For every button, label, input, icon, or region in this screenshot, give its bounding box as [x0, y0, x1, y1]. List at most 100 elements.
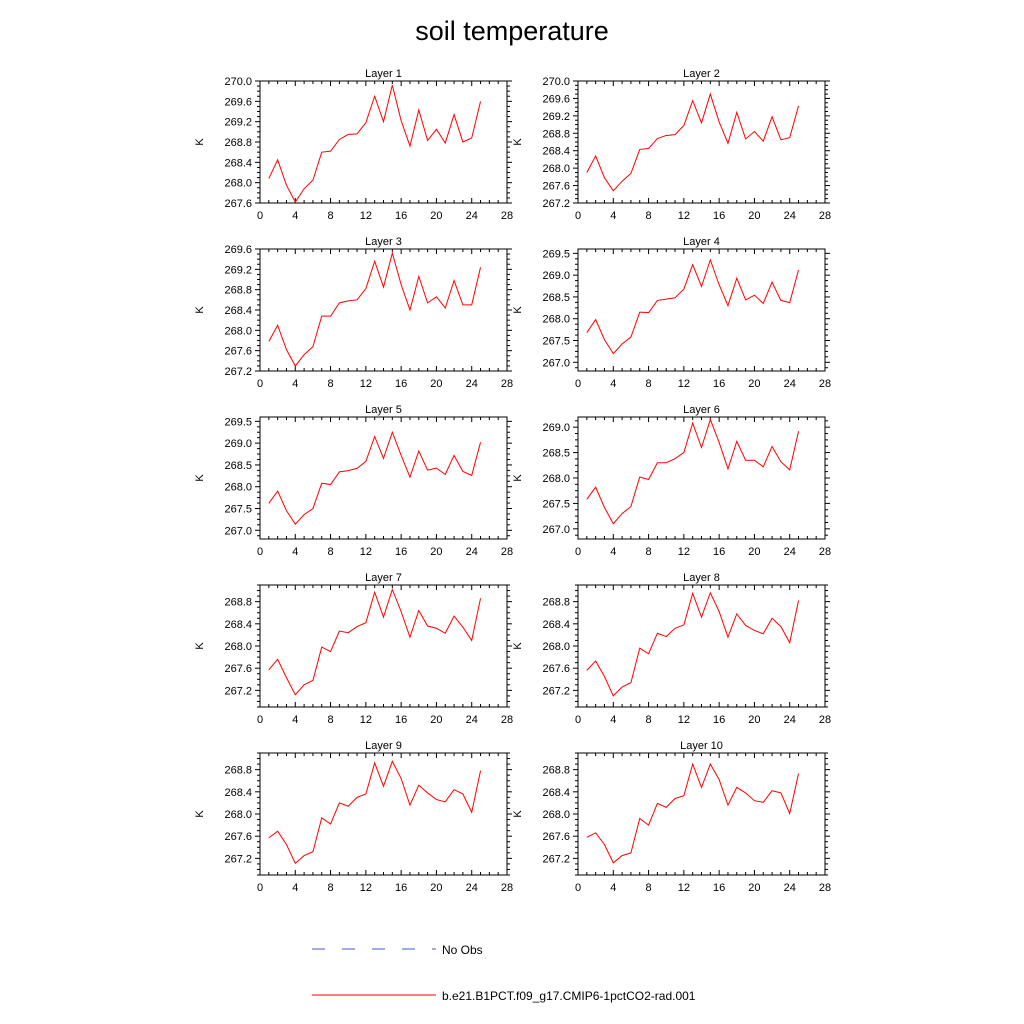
y-tick-label: 268.0 [224, 325, 252, 337]
x-tick-label: 0 [257, 546, 263, 558]
x-tick-label: 8 [328, 378, 334, 390]
panel-title: Layer 2 [683, 68, 720, 80]
x-tick-label: 0 [257, 714, 263, 726]
figure-title: soil temperature [415, 16, 609, 46]
x-tick-label: 0 [575, 210, 581, 222]
panel-title: Layer 10 [680, 740, 723, 752]
x-tick-label: 28 [819, 210, 831, 222]
x-tick-label: 8 [328, 882, 334, 894]
x-tick-label: 12 [678, 546, 690, 558]
x-tick-label: 4 [292, 210, 298, 222]
x-tick-label: 24 [466, 882, 478, 894]
plot-frame [577, 416, 826, 540]
x-tick-label: 16 [713, 210, 725, 222]
plot-frame [259, 584, 508, 708]
panel-layer-9: Layer 9 K 0 4 8 12 16 20 24 28 267.2 267.6 268.0 268.… [194, 740, 513, 894]
x-tick-label: 20 [430, 210, 442, 222]
x-tick-label: 24 [466, 210, 478, 222]
y-tick-label: 268.5 [542, 292, 570, 304]
series-line-model [268, 251, 482, 367]
y-tick-label: 268.8 [542, 597, 570, 609]
series-line-model [268, 430, 482, 526]
y-tick-label: 268.4 [542, 146, 570, 158]
y-tick-label: 267.2 [224, 366, 252, 378]
x-tick-label: 4 [610, 378, 616, 390]
x-tick-label: 20 [748, 714, 760, 726]
y-axis-label: K [194, 138, 206, 146]
x-tick-label: 28 [501, 210, 513, 222]
x-tick-label: 12 [678, 378, 690, 390]
series-line-model [586, 591, 800, 697]
y-axis-label: K [194, 306, 206, 314]
x-tick-label: 20 [430, 546, 442, 558]
x-tick-label: 4 [610, 714, 616, 726]
x-tick-label: 24 [466, 546, 478, 558]
y-tick-label: 268.4 [224, 787, 252, 799]
x-tick-label: 8 [328, 714, 334, 726]
plot-frame [259, 80, 508, 204]
x-tick-label: 12 [360, 210, 372, 222]
y-tick-label: 268.0 [542, 641, 570, 653]
x-tick-label: 0 [575, 714, 581, 726]
x-tick-label: 4 [610, 882, 616, 894]
y-tick-label: 269.5 [542, 248, 570, 260]
x-tick-label: 16 [395, 882, 407, 894]
x-tick-label: 28 [819, 882, 831, 894]
x-tick-label: 20 [748, 210, 760, 222]
series-line-model [586, 762, 800, 864]
y-tick-label: 267.6 [542, 663, 570, 675]
panel-layer-10: Layer 10 K 0 4 8 12 16 20 24 28 267.2 267.6 268.0 268… [512, 740, 831, 894]
y-tick-label: 267.6 [224, 663, 252, 675]
y-tick-label: 269.2 [542, 111, 570, 123]
panel-title: Layer 4 [683, 236, 720, 248]
x-tick-label: 28 [819, 714, 831, 726]
y-tick-label: 268.4 [542, 787, 570, 799]
x-tick-label: 12 [678, 882, 690, 894]
y-tick-label: 269.6 [224, 244, 252, 256]
x-tick-label: 8 [646, 210, 652, 222]
y-tick-label: 267.6 [224, 198, 252, 210]
x-tick-label: 8 [646, 546, 652, 558]
y-tick-label: 267.2 [542, 198, 570, 210]
x-tick-label: 28 [501, 882, 513, 894]
x-tick-label: 0 [257, 210, 263, 222]
y-axis-label: K [512, 306, 524, 314]
y-tick-label: 269.0 [224, 438, 252, 450]
y-tick-label: 269.0 [542, 270, 570, 282]
x-tick-label: 28 [819, 546, 831, 558]
y-tick-label: 268.0 [542, 314, 570, 326]
y-tick-label: 267.6 [542, 181, 570, 193]
plot-frame [577, 752, 826, 876]
x-tick-label: 24 [784, 378, 796, 390]
plot-frame [259, 248, 508, 372]
x-tick-label: 24 [784, 210, 796, 222]
x-tick-label: 0 [257, 378, 263, 390]
x-tick-label: 20 [430, 378, 442, 390]
y-tick-label: 267.2 [224, 853, 252, 865]
y-tick-label: 268.0 [542, 473, 570, 485]
y-axis-label: K [194, 474, 206, 482]
series-line-model [586, 92, 800, 192]
series-line-model [586, 418, 800, 525]
y-axis-label: K [512, 138, 524, 146]
x-tick-label: 28 [819, 378, 831, 390]
panel-title: Layer 7 [365, 572, 402, 584]
x-tick-label: 12 [360, 714, 372, 726]
y-tick-label: 267.6 [224, 831, 252, 843]
y-tick-label: 270.0 [542, 76, 570, 88]
x-tick-label: 20 [748, 546, 760, 558]
y-tick-label: 267.0 [542, 357, 570, 369]
panel-title: Layer 6 [683, 404, 720, 416]
y-tick-label: 268.8 [224, 137, 252, 149]
x-tick-label: 24 [466, 714, 478, 726]
x-tick-label: 4 [292, 546, 298, 558]
panel-title: Layer 5 [365, 404, 402, 416]
y-axis-label: K [512, 810, 524, 818]
x-tick-label: 12 [678, 714, 690, 726]
y-tick-label: 267.5 [224, 504, 252, 516]
plot-frame [577, 584, 826, 708]
y-tick-label: 268.0 [224, 809, 252, 821]
y-tick-label: 267.2 [224, 685, 252, 697]
panel-title: Layer 9 [365, 740, 402, 752]
x-tick-label: 0 [575, 546, 581, 558]
